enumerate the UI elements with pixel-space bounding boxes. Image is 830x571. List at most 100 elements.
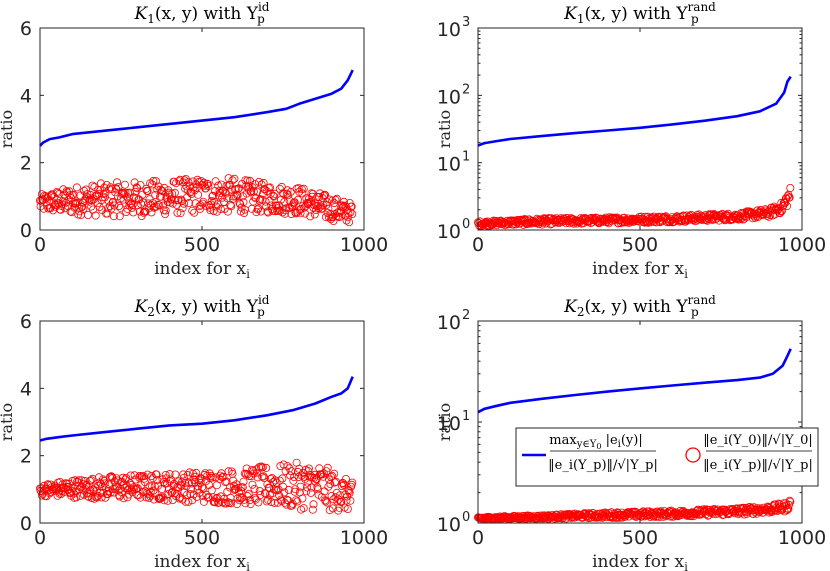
scatter-point bbox=[251, 180, 260, 189]
scatter-point bbox=[84, 210, 93, 219]
scatter-point bbox=[221, 189, 230, 198]
y-tick-label: 10 bbox=[437, 514, 461, 536]
scatter-point bbox=[768, 206, 777, 215]
scatter-point bbox=[267, 498, 276, 507]
scatter-point bbox=[157, 192, 166, 201]
scatter-point bbox=[230, 174, 239, 183]
scatter-point bbox=[170, 177, 179, 186]
scatter-point bbox=[502, 514, 511, 523]
scatter-point bbox=[91, 211, 100, 220]
y-tick-label: 10 bbox=[437, 154, 461, 176]
y-tick-label: 0 bbox=[20, 220, 32, 242]
scatter-point bbox=[208, 191, 217, 200]
scatter-point bbox=[271, 476, 280, 485]
scatter-point bbox=[345, 218, 354, 227]
scatter-point bbox=[52, 200, 61, 209]
scatter-point bbox=[88, 474, 97, 483]
scatter-point bbox=[151, 177, 160, 186]
scatter-point bbox=[227, 499, 236, 508]
chart-panel-1: 0 500 1000 0 2 4 6 K1(x, y) with Yid p index for… bbox=[0, 0, 388, 281]
chart-title: K1(x, y) with Yid p bbox=[134, 0, 270, 26]
scatter-point bbox=[173, 208, 182, 217]
scatter-point bbox=[265, 183, 274, 192]
scatter-point bbox=[306, 212, 315, 221]
scatter-point bbox=[243, 176, 252, 185]
scatter-point bbox=[306, 488, 315, 497]
scatter-point bbox=[293, 195, 302, 204]
scatter-point bbox=[258, 472, 267, 481]
scatter-point bbox=[175, 493, 184, 502]
scatter-point bbox=[98, 475, 107, 484]
scatter-point bbox=[192, 468, 201, 477]
scatter-point bbox=[310, 210, 319, 219]
scatter-point bbox=[100, 183, 109, 192]
scatter-point bbox=[115, 491, 124, 500]
scatter-point bbox=[258, 189, 267, 198]
scatter-point bbox=[253, 468, 262, 477]
scatter-point bbox=[324, 204, 333, 213]
scatter-point bbox=[176, 209, 185, 218]
scatter-point bbox=[284, 485, 293, 494]
y-tick-exponent: 0 bbox=[462, 510, 470, 525]
scatter-point bbox=[140, 478, 149, 487]
y-axis-label: ratio bbox=[0, 403, 16, 441]
scatter-point bbox=[180, 488, 189, 497]
scatter-point bbox=[228, 469, 237, 478]
scatter-point bbox=[244, 489, 253, 498]
scatter-point bbox=[743, 504, 752, 513]
scatter-point bbox=[186, 489, 195, 498]
y-tick-label: 10 bbox=[437, 413, 461, 435]
scatter-point bbox=[248, 480, 257, 489]
scatter-point bbox=[753, 212, 762, 221]
scatter-point bbox=[267, 201, 276, 210]
scatter-point bbox=[307, 189, 316, 198]
x-tick-label: 0 bbox=[472, 527, 484, 549]
scatter-point bbox=[77, 476, 86, 485]
scatter-point bbox=[216, 471, 225, 480]
y-tick-exponent: 1 bbox=[462, 150, 470, 165]
y-tick-label: 10 bbox=[437, 221, 461, 243]
scatter-point bbox=[278, 189, 287, 198]
scatter-point bbox=[115, 492, 124, 501]
scatter-point bbox=[315, 189, 324, 198]
scatter-point bbox=[309, 500, 318, 509]
scatter-point bbox=[204, 492, 213, 501]
scatter-point bbox=[785, 193, 794, 202]
y-tick-exponent: 0 bbox=[462, 217, 470, 232]
scatter-point bbox=[151, 190, 160, 199]
scatter-point bbox=[152, 470, 161, 479]
chart-panel-3: 0 500 1000 0 2 4 6 K2(x, y) with Yid p index for… bbox=[0, 293, 388, 571]
y-tick-label: 4 bbox=[20, 85, 32, 107]
scatter-point bbox=[310, 470, 319, 479]
scatter-point bbox=[783, 192, 792, 201]
scatter-point bbox=[321, 497, 330, 506]
scatter-point bbox=[291, 208, 300, 217]
scatter-point bbox=[328, 196, 337, 205]
x-axis-label: index for xi bbox=[154, 259, 250, 281]
scatter-point bbox=[171, 470, 180, 479]
y-axis-label: ratio bbox=[0, 110, 16, 148]
scatter-point bbox=[80, 476, 89, 485]
x-tick-label: 500 bbox=[184, 527, 220, 549]
scatter-point bbox=[346, 208, 355, 217]
scatter-point bbox=[161, 206, 170, 215]
scatter-point bbox=[126, 471, 135, 480]
scatter-point bbox=[262, 463, 271, 472]
scatter-point bbox=[149, 486, 158, 495]
scatter-point bbox=[272, 201, 281, 210]
scatter-point bbox=[278, 474, 287, 483]
y-tick-label: 10 bbox=[437, 19, 461, 41]
scatter-series bbox=[36, 174, 357, 227]
scatter-point bbox=[228, 176, 237, 185]
scatter-point bbox=[227, 202, 236, 211]
scatter-point bbox=[214, 181, 223, 190]
scatter-point bbox=[706, 211, 715, 220]
scatter-point bbox=[110, 201, 119, 210]
y-tick-exponent: 2 bbox=[462, 82, 470, 97]
scatter-point bbox=[346, 496, 355, 505]
scatter-point bbox=[91, 192, 100, 201]
scatter-point bbox=[303, 478, 312, 487]
scatter-point bbox=[211, 177, 220, 186]
scatter-point bbox=[537, 513, 546, 522]
series-line bbox=[39, 69, 354, 147]
